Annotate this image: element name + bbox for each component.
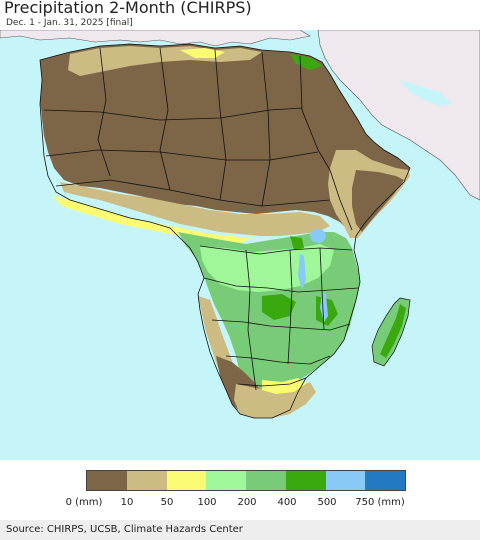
persian-gulf bbox=[400, 80, 452, 106]
legend-swatch bbox=[325, 471, 366, 490]
maghreb-coast-yellow bbox=[180, 48, 225, 58]
horn-brown-interior bbox=[352, 170, 404, 232]
map-title: Precipitation 2-Month (CHIRPS) bbox=[4, 0, 252, 17]
middle-east-landmass bbox=[317, 30, 480, 201]
north-africa-dry-region bbox=[40, 44, 410, 236]
source-text: Source: CHIRPS, UCSB, Climate Hazards Ce… bbox=[6, 524, 243, 535]
legend-label: 750 (mm) bbox=[355, 497, 405, 508]
legend-label: 200 bbox=[237, 497, 257, 508]
legend-swatch bbox=[365, 471, 405, 490]
legend-label: 400 bbox=[277, 497, 297, 508]
legend-label: 500 bbox=[317, 497, 337, 508]
legend-swatch bbox=[206, 471, 246, 490]
legend-swatch bbox=[126, 471, 167, 490]
legend-label: 10 bbox=[120, 497, 134, 508]
lake-malawi bbox=[320, 292, 328, 322]
legend-label: 0 (mm) bbox=[65, 497, 103, 508]
legend-swatch bbox=[87, 471, 127, 490]
legend-labels: 0 (mm) 10 50 100 200 400 500 750 (mm) bbox=[0, 497, 480, 511]
central-dark-green-patch-1 bbox=[262, 294, 296, 320]
sahel-band bbox=[60, 182, 330, 236]
legend-label: 50 bbox=[160, 497, 174, 508]
legend-color-bar bbox=[86, 470, 406, 491]
country-borders bbox=[39, 43, 411, 419]
central-dark-green-patch-3 bbox=[290, 236, 304, 250]
footer: Source: CHIRPS, UCSB, Climate Hazards Ce… bbox=[0, 520, 480, 540]
nile-delta-band bbox=[290, 54, 322, 70]
europe-landmass bbox=[0, 30, 311, 47]
lake-tanganyika bbox=[298, 254, 306, 290]
madagascar-wet-east bbox=[380, 304, 406, 358]
precipitation-map bbox=[0, 30, 480, 460]
legend-swatch bbox=[285, 471, 326, 490]
africa-map-svg bbox=[0, 30, 480, 460]
legend-swatch bbox=[166, 471, 207, 490]
lake-victoria bbox=[310, 229, 326, 243]
header: Precipitation 2-Month (CHIRPS) Dec. 1 - … bbox=[0, 0, 480, 30]
legend-swatch bbox=[246, 471, 286, 490]
legend: 0 (mm) 10 50 100 200 400 500 750 (mm) bbox=[0, 460, 480, 520]
legend-label: 100 bbox=[197, 497, 217, 508]
map-subtitle: Dec. 1 - Jan. 31, 2025 [final] bbox=[6, 18, 133, 28]
